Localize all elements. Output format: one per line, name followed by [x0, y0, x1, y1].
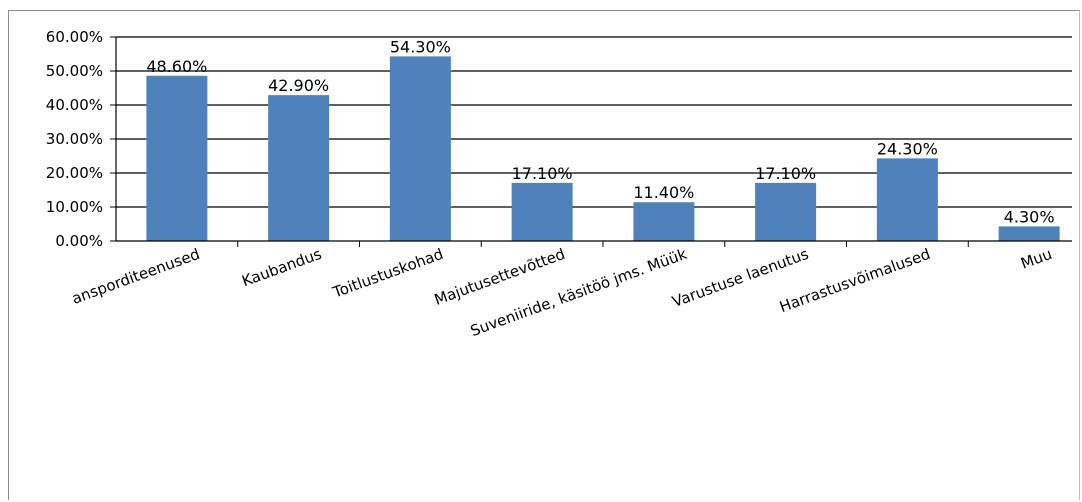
data-label: 24.30%: [877, 139, 938, 158]
data-label: 42.90%: [268, 76, 329, 95]
category-label: ansporditeenused: [69, 245, 202, 308]
axes: [110, 36, 1072, 247]
data-label: 11.40%: [633, 183, 694, 202]
data-label: 17.10%: [755, 164, 816, 183]
y-tick-labels: 0.00% 10.00% 20.00% 30.00% 40.00% 50.00% 60.00…: [46, 28, 103, 250]
y-tick-label: 10.00%: [46, 198, 103, 216]
y-tick-label: 20.00%: [46, 164, 103, 182]
y-tick-label: 60.00%: [46, 28, 103, 46]
y-tick-label: 50.00%: [46, 62, 103, 80]
category-label: Muu: [1018, 245, 1054, 273]
category-labels: ansporditeenused Kaubandus Toitlustuskohad…: [69, 245, 1054, 340]
bar: [755, 182, 817, 241]
bar: [876, 158, 938, 241]
bar: [389, 56, 451, 241]
category-label: Kaubandus: [240, 245, 325, 290]
data-label: 54.30%: [390, 37, 451, 56]
bar: [511, 182, 573, 241]
category-label: Suveniiride, käsitöö jms. Müük: [468, 245, 690, 340]
bar: [146, 75, 208, 241]
bar: [633, 202, 695, 241]
bars: [146, 56, 1060, 241]
data-labels: 48.60% 42.90% 54.30% 17.10% 11.40% 17.10% 24.3…: [146, 37, 1054, 226]
y-tick-label: 40.00%: [46, 96, 103, 114]
data-label: 4.30%: [1004, 207, 1055, 226]
bar: [998, 226, 1060, 241]
y-tick-label: 0.00%: [55, 232, 103, 250]
category-label: Toitlustuskohad: [330, 245, 446, 302]
data-label: 48.60%: [146, 57, 207, 76]
data-label: 17.10%: [512, 164, 573, 183]
bar: [268, 95, 330, 241]
y-tick-label: 30.00%: [46, 130, 103, 148]
